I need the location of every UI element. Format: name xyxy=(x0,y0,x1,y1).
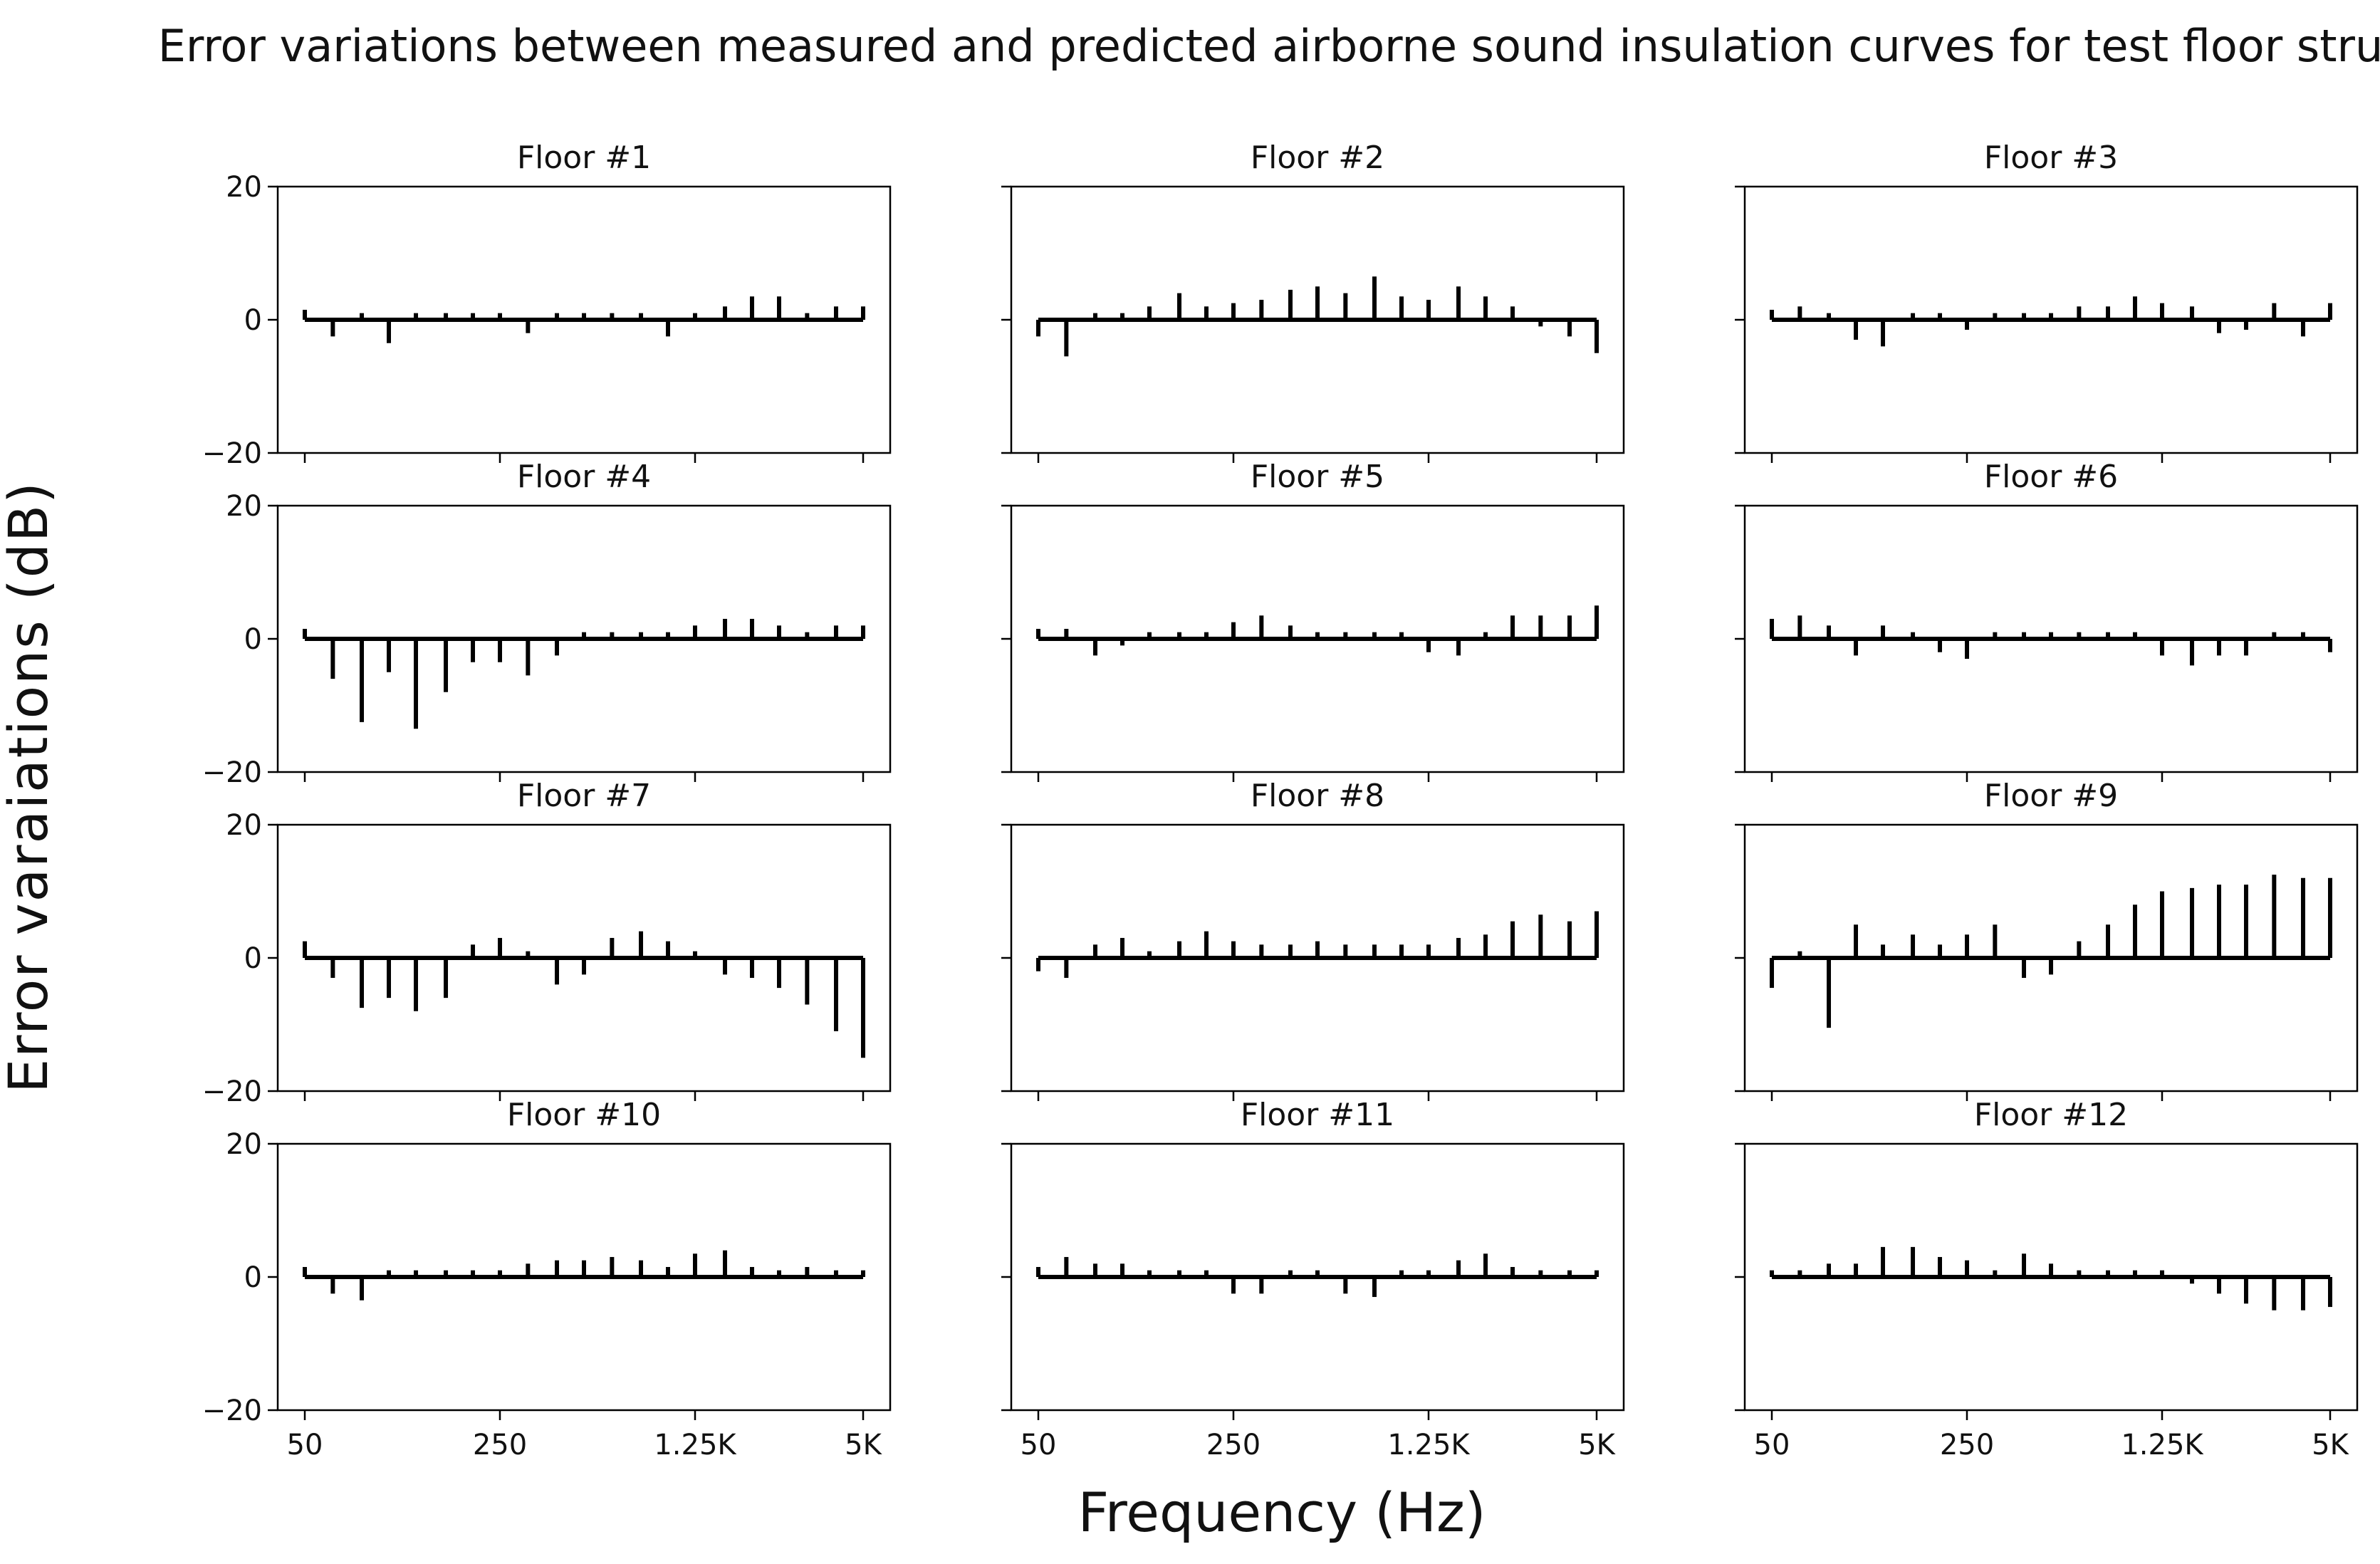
x-tick-label: 1.25K xyxy=(2121,1429,2204,1461)
panel-title: Floor #3 xyxy=(1984,140,2118,176)
x-tick-label: 250 xyxy=(473,1429,527,1461)
x-axis-label: Frequency (Hz) xyxy=(1077,1481,1486,1544)
x-tick-label: 50 xyxy=(1754,1429,1790,1461)
panel-floor-8: Floor #8 xyxy=(1001,778,1625,1101)
panel-floor-7: Floor #7 −20 0 20 xyxy=(202,778,892,1108)
x-tick-label: 50 xyxy=(1021,1429,1057,1461)
panel-title: Floor #10 xyxy=(507,1097,661,1133)
panel-title: Floor #4 xyxy=(517,459,651,495)
x-tick-label: 1.25K xyxy=(1387,1429,1471,1461)
y-tick-label: 20 xyxy=(226,1128,262,1161)
panel-title: Floor #6 xyxy=(1984,459,2118,495)
panel-floor-9: Floor #9 xyxy=(1735,778,2359,1101)
y-tick-label: 0 xyxy=(244,942,262,975)
panel-title: Floor #11 xyxy=(1241,1097,1394,1133)
panel-floor-6: Floor #6 xyxy=(1735,459,2359,782)
panel-floor-5: Floor #5 xyxy=(1001,459,1625,782)
x-tick-label: 1.25K xyxy=(654,1429,737,1461)
panel-floor-11: Floor #11 50 250 1.25K 5K xyxy=(1001,1097,1625,1461)
y-tick-label: 20 xyxy=(226,490,262,523)
panel-title: Floor #7 xyxy=(517,778,651,814)
panel-floor-1: Floor #1 −20 0 20 xyxy=(202,140,892,470)
x-tick-label: 5K xyxy=(1578,1429,1616,1461)
figure-title: Error variations between measured and pr… xyxy=(158,20,2380,72)
panel-title: Floor #2 xyxy=(1251,140,1384,176)
panel-title: Floor #5 xyxy=(1251,459,1384,495)
y-tick-label: −20 xyxy=(202,1075,262,1108)
panel-title: Floor #8 xyxy=(1251,778,1384,814)
x-tick-label: 250 xyxy=(1940,1429,1994,1461)
y-tick-label: −20 xyxy=(202,437,262,470)
y-tick-label: 0 xyxy=(244,623,262,656)
y-tick-label: 0 xyxy=(244,304,262,337)
panel-floor-2: Floor #2 xyxy=(1001,140,1625,463)
y-tick-label: 20 xyxy=(226,171,262,204)
x-tick-label: 50 xyxy=(287,1429,323,1461)
panel-floor-3: Floor #3 xyxy=(1735,140,2359,463)
panels: Floor #1 −20 0 20 Floor #2 Floor #3 Floor #4 −2… xyxy=(202,140,2359,1461)
panel-title: Floor #1 xyxy=(517,140,651,176)
y-axis-label: Error varaiations (dB) xyxy=(0,481,60,1093)
panel-title: Floor #9 xyxy=(1984,778,2118,814)
y-tick-label: 20 xyxy=(226,809,262,842)
y-tick-label: −20 xyxy=(202,756,262,789)
panel-floor-10: Floor #10 −20 0 20 50 250 1.25K 5K xyxy=(202,1097,892,1461)
y-tick-label: −20 xyxy=(202,1394,262,1427)
x-tick-label: 250 xyxy=(1206,1429,1261,1461)
y-tick-label: 0 xyxy=(244,1261,262,1294)
panel-floor-12: Floor #12 50 250 1.25K 5K xyxy=(1735,1097,2359,1461)
x-tick-label: 5K xyxy=(2312,1429,2349,1461)
panel-floor-4: Floor #4 −20 0 20 xyxy=(202,459,892,789)
panel-title: Floor #12 xyxy=(1974,1097,2128,1133)
x-tick-label: 5K xyxy=(845,1429,882,1461)
